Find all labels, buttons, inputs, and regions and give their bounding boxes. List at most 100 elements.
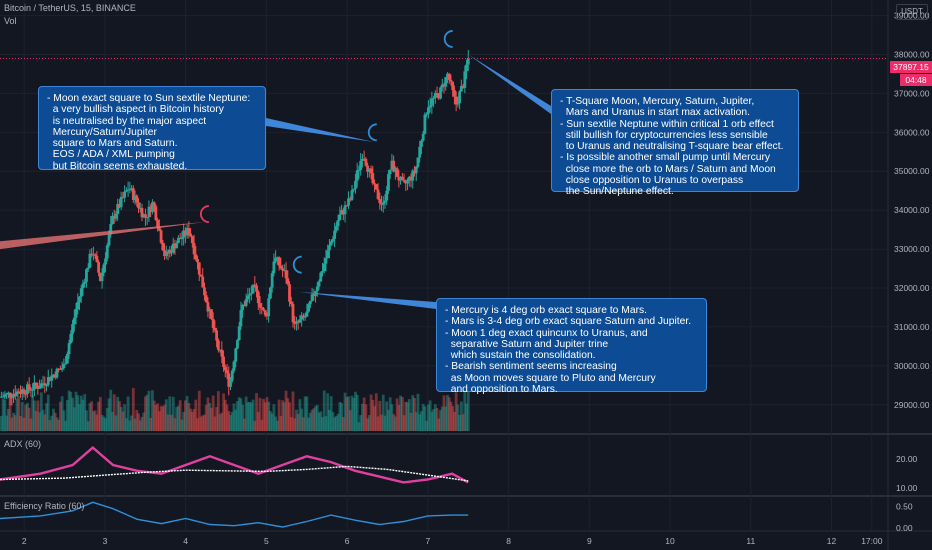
volume-bar xyxy=(251,399,255,431)
volume-bar xyxy=(36,400,40,431)
volume-bar xyxy=(6,408,10,431)
candle-body xyxy=(154,206,158,221)
volume-label: Vol xyxy=(4,16,17,26)
candle-body xyxy=(52,374,55,376)
candle-body xyxy=(138,207,142,209)
candle-body xyxy=(185,228,189,236)
volume-bar xyxy=(173,418,177,431)
volume-bar xyxy=(302,417,305,431)
volume-bar xyxy=(395,398,399,431)
volume-bar xyxy=(119,406,123,431)
candle-body xyxy=(329,241,333,246)
annotation-left[interactable]: - Moon exact square to Sun sextile Neptu… xyxy=(38,86,266,172)
adx-tick-label: 10.00 xyxy=(896,483,918,493)
volume-bar xyxy=(270,413,274,431)
volume-bar xyxy=(256,411,260,431)
volume-bar xyxy=(111,411,114,431)
volume-bar xyxy=(421,403,425,431)
candle-body xyxy=(17,391,21,393)
volume-bar xyxy=(182,412,186,431)
candle-body xyxy=(409,176,413,181)
annotation-bottom[interactable]: - Mercury is 4 deg orb exact square to M… xyxy=(436,298,707,395)
volume-bar xyxy=(197,390,201,431)
volume-bar xyxy=(277,399,281,431)
candle-body xyxy=(296,321,300,323)
volume-bar xyxy=(100,414,104,431)
volume-bar xyxy=(371,399,375,431)
candle-body xyxy=(69,333,73,344)
currency-button[interactable]: USDT xyxy=(896,4,928,20)
annotation-right[interactable]: - T-Square Moon, Mercury, Saturn, Jupite… xyxy=(551,89,799,197)
candle-body xyxy=(59,369,62,371)
candle-body xyxy=(425,113,429,115)
volume-bar xyxy=(324,416,328,431)
price-tick-label: 36000.00 xyxy=(894,127,930,137)
volume-bar xyxy=(444,406,448,431)
candle-body xyxy=(393,168,397,172)
candle-body xyxy=(190,236,194,244)
volume-bar xyxy=(232,403,236,431)
volume-bar xyxy=(366,418,370,431)
candles xyxy=(0,49,470,406)
volume-bar xyxy=(239,398,243,431)
candle-body xyxy=(130,188,133,190)
volume-bar xyxy=(170,414,173,431)
adx-tick-label: 20.00 xyxy=(896,454,918,464)
volume-bar xyxy=(340,402,343,431)
volume-bar xyxy=(166,414,170,431)
volume-bar xyxy=(48,420,52,431)
candle-body xyxy=(83,281,87,284)
volume-bar xyxy=(459,401,463,431)
candle-body xyxy=(31,389,35,391)
candle-body xyxy=(362,158,366,160)
volume-bar xyxy=(341,417,345,431)
candle-body xyxy=(91,254,95,256)
volume-bar xyxy=(114,415,118,431)
candle-body xyxy=(312,294,316,297)
last-price-tag: 37897.15 xyxy=(890,61,932,73)
candle-body xyxy=(225,370,229,374)
candle-body xyxy=(86,267,90,270)
volume-bar xyxy=(107,398,111,431)
candle-body xyxy=(144,214,147,218)
time-tick-label: 2 xyxy=(22,536,27,546)
candle-body xyxy=(241,304,245,310)
candle-body xyxy=(407,176,411,181)
candle-body xyxy=(118,204,121,208)
candle-body xyxy=(428,105,432,108)
volume-bar xyxy=(258,397,262,431)
candle-body xyxy=(187,228,191,234)
candle-body xyxy=(126,189,130,191)
candle-body xyxy=(201,276,205,288)
candle-body xyxy=(352,188,356,191)
candle-body xyxy=(288,284,291,302)
volume-bar xyxy=(411,395,415,431)
candle-body xyxy=(121,196,125,198)
candle-body xyxy=(442,84,446,87)
candle-body xyxy=(175,243,179,249)
volume-bar xyxy=(387,409,390,431)
candle-body xyxy=(298,319,302,323)
candle-body xyxy=(286,278,290,285)
volume-bar xyxy=(12,412,15,431)
volume-bar xyxy=(255,393,258,431)
candle-body xyxy=(100,272,104,281)
candle-body xyxy=(5,393,9,395)
volume-bar xyxy=(451,406,455,431)
volume-bar xyxy=(78,404,81,431)
volume-bar xyxy=(435,408,439,431)
volume-bar xyxy=(156,403,160,431)
candle-body xyxy=(232,361,236,371)
candle-body xyxy=(213,327,217,331)
volume-bar xyxy=(378,400,382,431)
candle-body xyxy=(88,253,92,268)
candle-body xyxy=(367,168,371,172)
volume-bar xyxy=(242,418,246,431)
volume-bar xyxy=(322,390,326,431)
volume-bar xyxy=(168,396,172,431)
volume-bar xyxy=(159,405,163,431)
candle-body xyxy=(151,202,154,212)
volume-bar xyxy=(128,420,132,431)
volume-bar xyxy=(295,409,298,431)
